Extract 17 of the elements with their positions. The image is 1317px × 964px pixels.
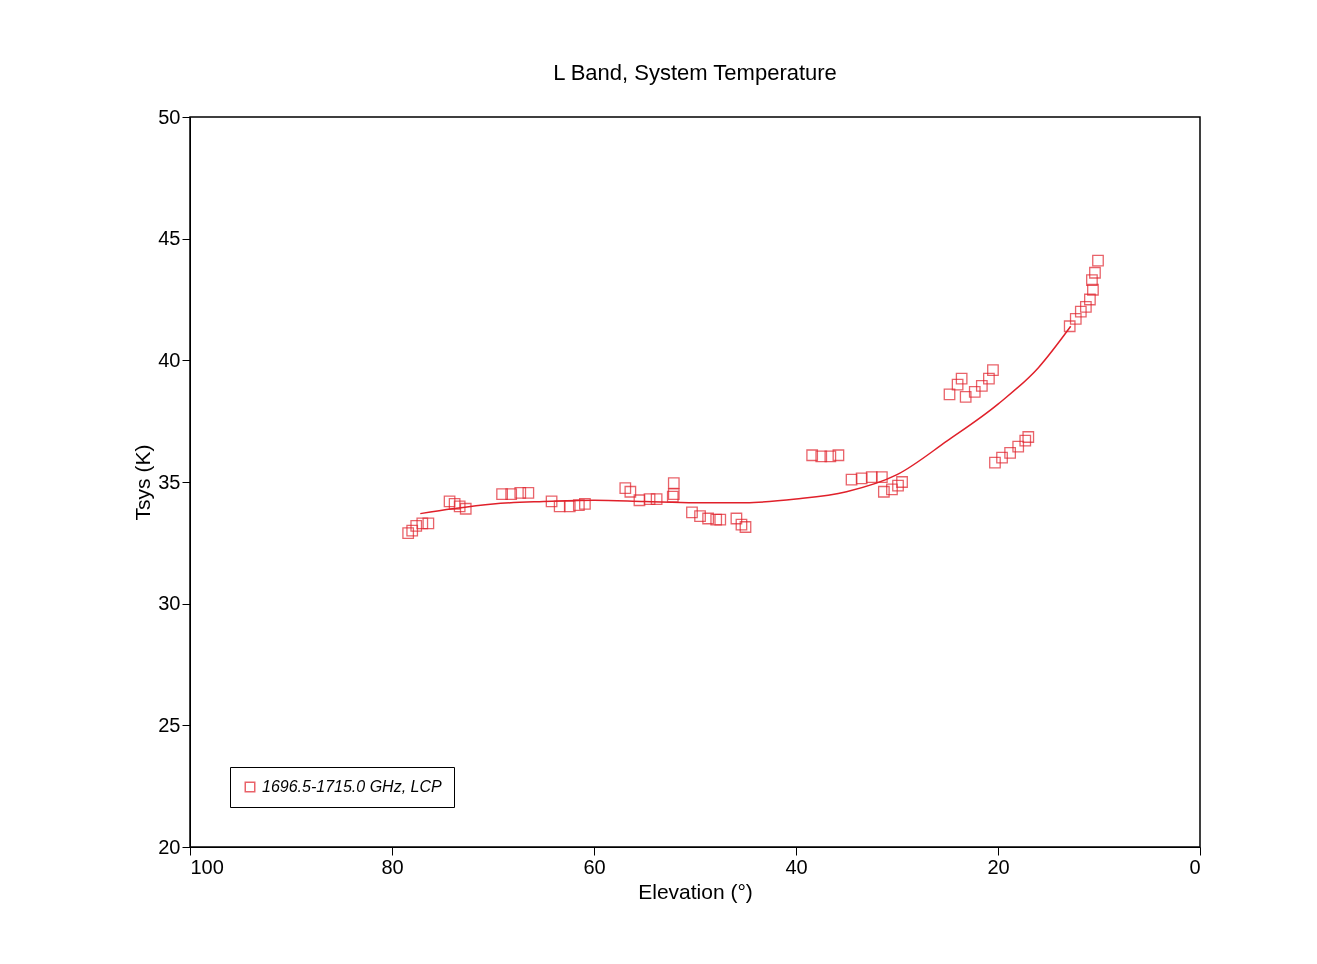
x-tick-label: 0 (1189, 855, 1201, 878)
y-tick-label: 35 (158, 470, 181, 493)
x-tick-label: 60 (583, 855, 606, 878)
y-tick-label: 50 (158, 105, 181, 128)
y-tick-label: 45 (158, 227, 181, 250)
y-axis-title: Tsys (K) (131, 444, 155, 521)
x-tick-label: 100 (190, 855, 224, 878)
x-tick-label: 80 (381, 855, 404, 878)
x-axis-title: Elevation (°) (638, 879, 753, 903)
y-tick-label: 40 (158, 348, 181, 371)
y-tick-label: 20 (158, 835, 181, 858)
chart-title: L Band, System Temperature (553, 60, 837, 85)
y-tick-label: 30 (158, 592, 181, 615)
y-tick-label: 25 (158, 713, 181, 736)
legend-label: 1696.5-1715.0 GHz, LCP (262, 778, 442, 795)
x-tick-label: 20 (987, 855, 1010, 878)
x-tick-label: 40 (785, 855, 808, 878)
